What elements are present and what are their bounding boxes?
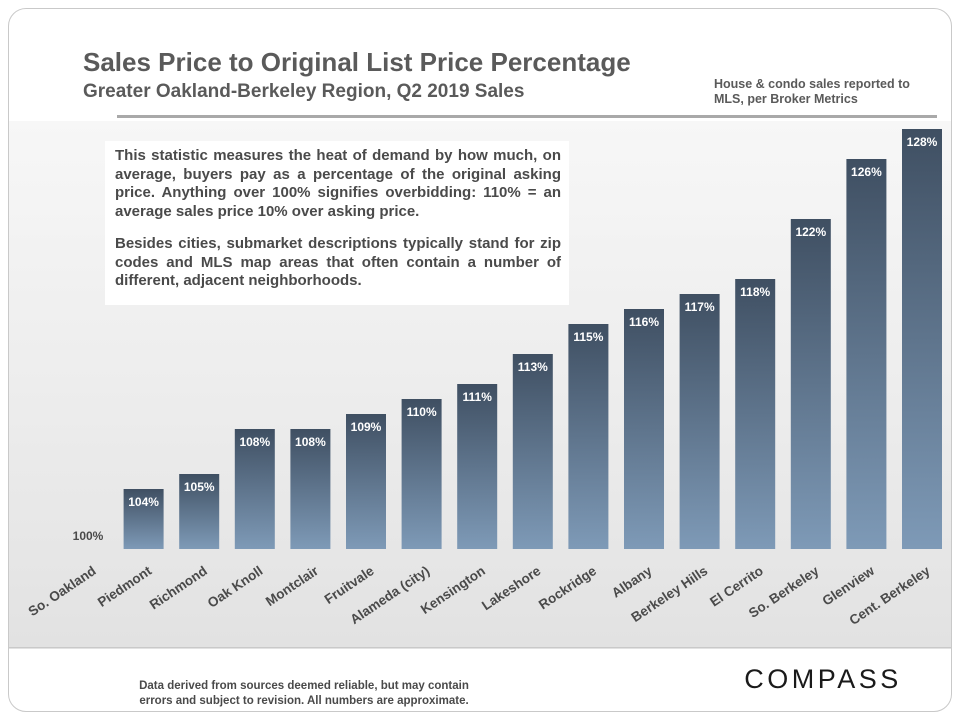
footer-divider [9,647,951,648]
data-label: 109% [351,420,382,434]
data-label: 110% [407,405,437,419]
info-paragraph-1: This statistic measures the heat of dema… [115,147,561,220]
data-label: 105% [184,480,215,494]
x-tick-label: Oak Knoll [205,563,266,611]
chart-title: Sales Price to Original List Price Perce… [83,47,631,77]
data-label: 128% [907,135,938,149]
bar-richmond [179,474,220,549]
x-tick-label: Rockridge [536,563,600,613]
svg-text:COMPASS: COMPASS [744,664,902,694]
compass-logo: COMPASS [744,664,902,694]
bar-albany [624,309,664,549]
bar-el-cerrito [735,279,776,549]
data-label: 118% [740,285,770,299]
bar-oak-knoll [234,429,275,549]
source-note: House & condo sales reported to MLS, per… [714,77,910,106]
data-label: 108% [295,435,326,449]
data-label: 100% [73,529,104,543]
info-paragraph-2: Besides cities, submarket descriptions t… [115,235,561,289]
data-label: 126% [851,165,882,179]
data-label: 115% [573,330,603,344]
data-label: 108% [239,435,270,449]
bar-chart: 100% 104% 105% 108% 108% 109% 110% 111% 113% 115%… [26,129,942,628]
bar-so-berkeley [790,219,831,549]
x-tick-label: Piedmont [95,563,155,610]
data-label: 111% [463,390,493,404]
x-tick-label: So. Oakland [26,563,99,619]
bar-glenview [846,159,887,549]
data-label: 113% [518,360,548,374]
data-label: 122% [795,225,826,239]
data-label: 104% [128,495,159,509]
chart-subtitle: Greater Oakland-Berkeley Region, Q2 2019… [83,81,525,102]
title-divider [117,115,937,118]
info-box: This statistic measures the heat of dema… [105,141,569,305]
x-tick-label: Montclair [263,563,322,609]
data-label: 116% [629,315,659,329]
bar-piedmont [123,489,164,549]
x-tick-label: Albany [609,563,655,601]
x-tick-label: Lakeshore [479,563,544,613]
bar-cent-berkeley [902,129,942,549]
data-label: 117% [685,300,715,314]
bar-rockridge [568,324,609,549]
footer-disclaimer: Data derived from sources deemed reliabl… [139,680,469,707]
bar-berkeley-hills [679,294,720,549]
bar-kensington [457,384,498,549]
x-tick-label: Richmond [147,563,210,612]
slide-frame: Sales Price to Original List Price Perce… [8,8,952,712]
bar-montclair [290,429,331,549]
bar-alameda-city [401,399,442,549]
bar-fruitvale [346,414,386,549]
bar-lakeshore [512,354,553,549]
